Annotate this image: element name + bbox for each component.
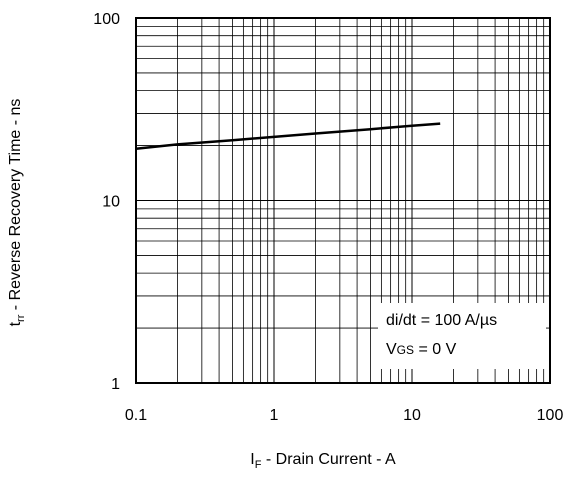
annotation-background <box>378 303 546 369</box>
x-tick-label: 1 <box>270 407 279 424</box>
series-line <box>135 122 441 151</box>
x-axis-label-main: I <box>250 451 254 468</box>
annotation-box: di/dt = 100 A/µs VGS = 0 V <box>378 303 546 369</box>
x-axis-label: IF - Drain Current - A <box>250 451 396 471</box>
x-tick-labels: 0.1 1 10 100 <box>125 407 564 424</box>
annotation-vgs: VGS = 0 V <box>386 341 457 358</box>
annotation-vgs-main: V <box>386 341 397 358</box>
plot-frame <box>135 17 551 384</box>
x-tick-label: 100 <box>537 407 564 424</box>
y-tick-label: 1 <box>111 376 120 393</box>
y-axis-label: trr - Reverse Recovery Time - ns <box>7 99 27 327</box>
x-tick-label: 0.1 <box>125 407 147 424</box>
x-axis-label-rest: - Drain Current - A <box>261 451 396 468</box>
annotation-vgs-sub: GS <box>397 343 414 357</box>
y-axis-label-rest: - Reverse Recovery Time - ns <box>7 99 24 315</box>
y-axis-label-sub: rr <box>15 314 27 322</box>
x-axis-label-sub: F <box>255 459 262 471</box>
series-layer <box>135 122 441 151</box>
annotation-vgs-rest: = 0 V <box>414 341 457 358</box>
y-tick-labels: 1 10 100 <box>93 11 120 393</box>
y-axis-label-main: t <box>7 321 24 326</box>
annotation-di-dt: di/dt = 100 A/µs <box>386 312 497 329</box>
y-tick-label: 10 <box>102 194 120 211</box>
x-tick-label: 10 <box>403 407 421 424</box>
y-tick-label: 100 <box>93 11 120 28</box>
